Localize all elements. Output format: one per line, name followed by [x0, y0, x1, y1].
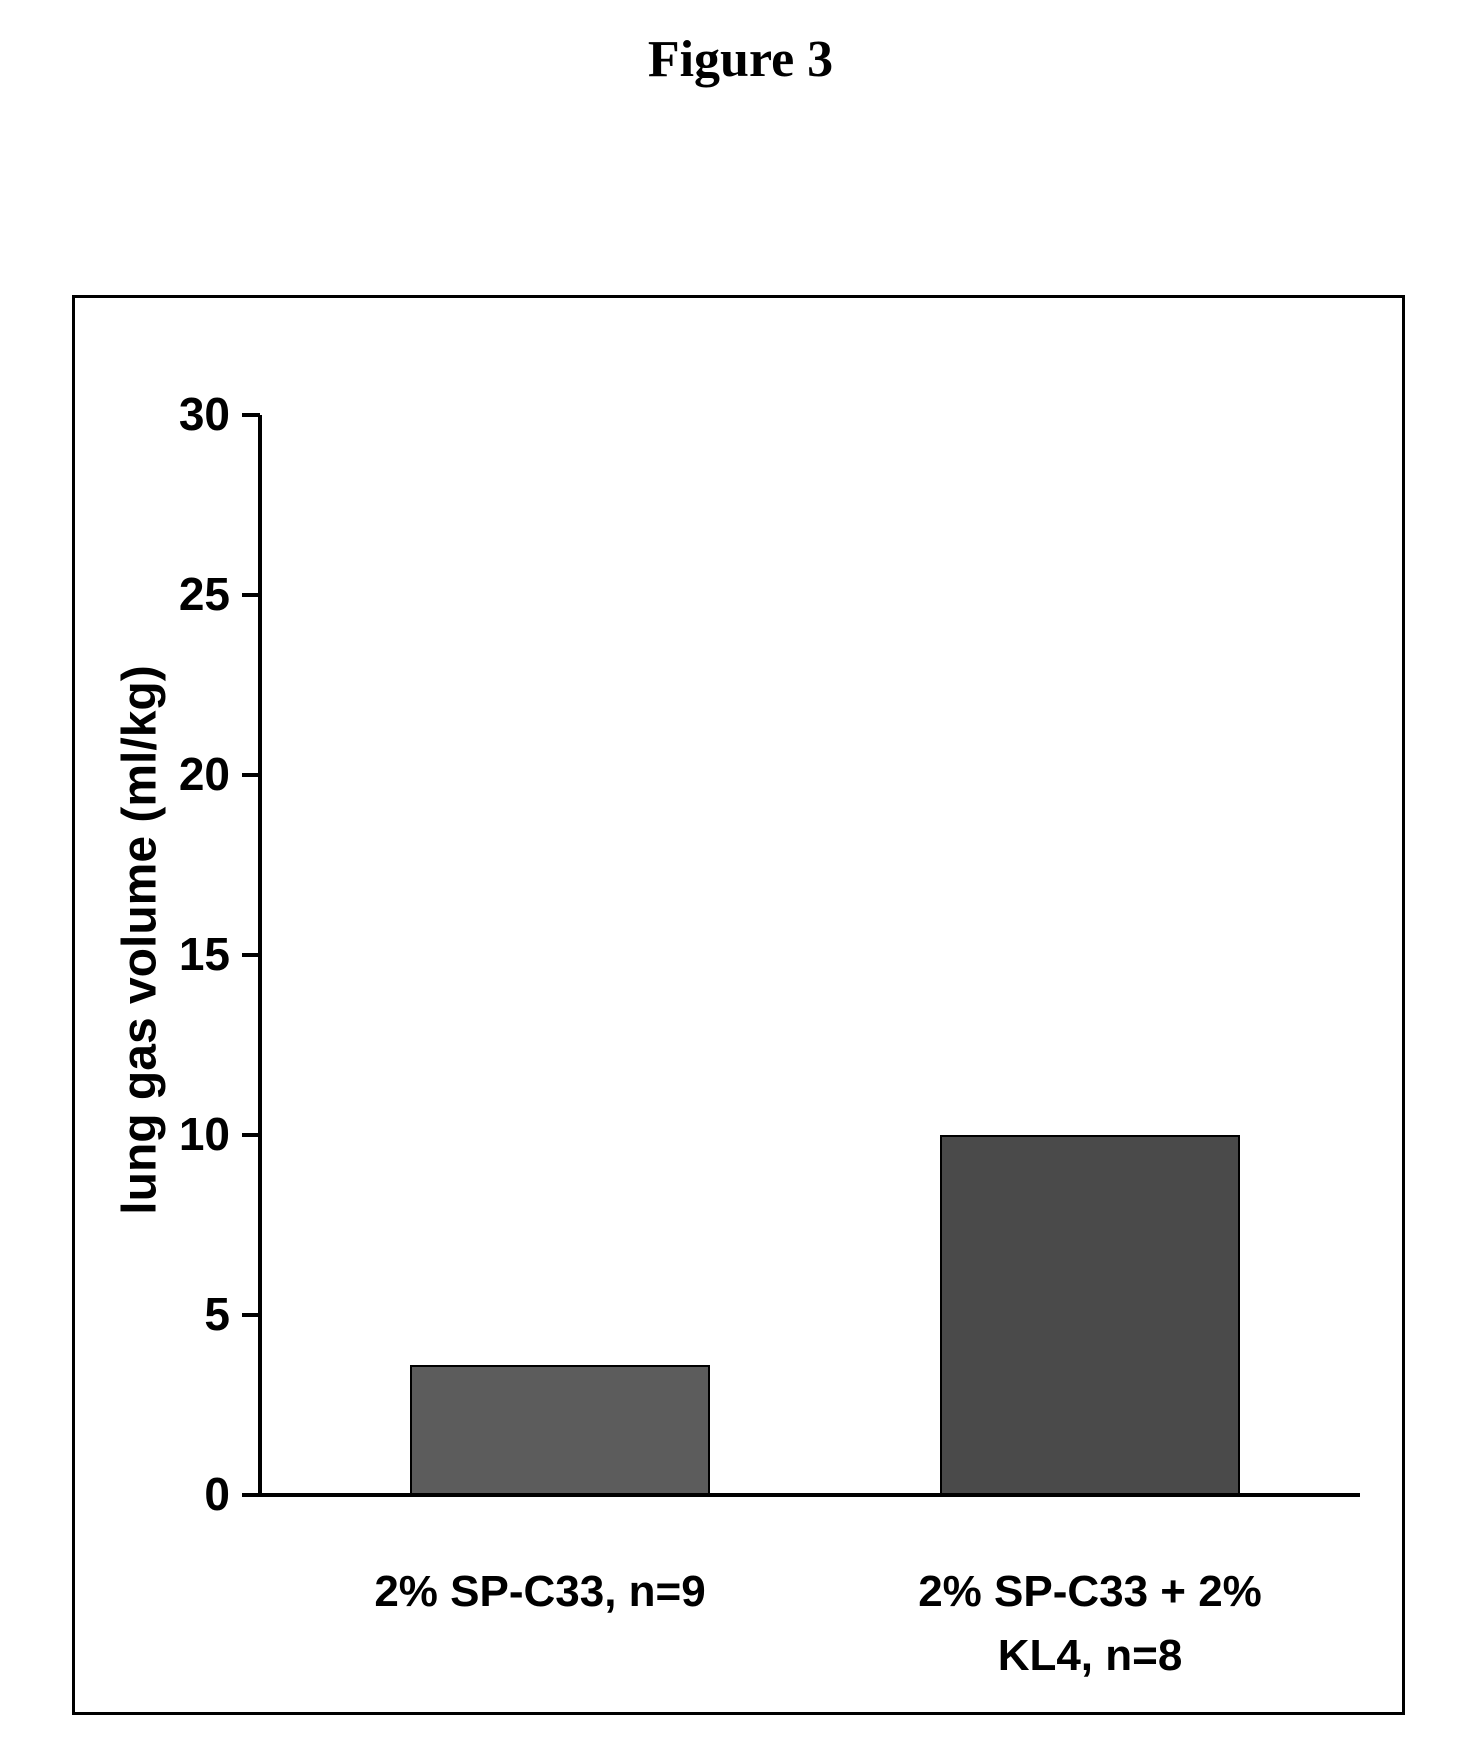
page: Figure 3 lung gas volume (ml/kg) 0510152…: [0, 0, 1481, 1759]
bar: [940, 1135, 1240, 1495]
ytick-label: 20: [140, 747, 230, 801]
figure-title: Figure 3: [0, 30, 1481, 89]
ytick-label: 10: [140, 1107, 230, 1161]
ytick-mark: [242, 413, 260, 417]
ytick-mark: [242, 773, 260, 777]
ytick-mark: [242, 953, 260, 957]
ytick-label: 0: [140, 1467, 230, 1521]
ytick-label: 30: [140, 387, 230, 441]
ytick-mark: [242, 1133, 260, 1137]
ytick-label: 25: [140, 567, 230, 621]
ytick-label: 15: [140, 927, 230, 981]
chart-frame: [72, 295, 1405, 1715]
ytick-label: 5: [140, 1287, 230, 1341]
x-category-label: 2% SP-C33 + 2%KL4, n=8: [830, 1560, 1350, 1688]
ytick-mark: [242, 1313, 260, 1317]
x-category-label: 2% SP-C33, n=9: [300, 1560, 780, 1624]
bar: [410, 1365, 710, 1495]
ytick-mark: [242, 593, 260, 597]
ytick-mark: [242, 1493, 260, 1497]
